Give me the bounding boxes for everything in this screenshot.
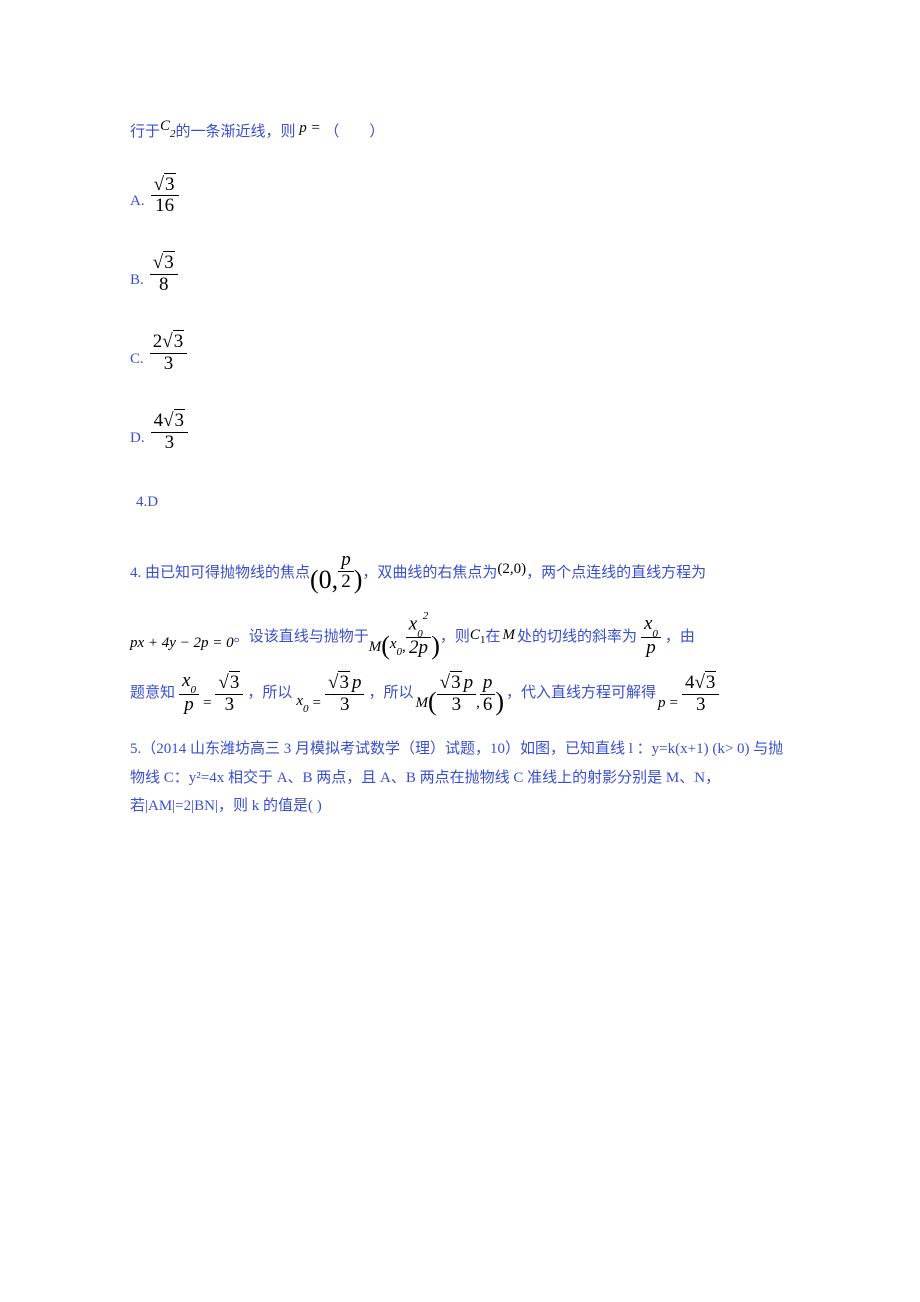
q4-answer: 4.D [136,490,790,514]
option-a-frac: 3 16 [151,175,179,218]
q4-paren: （ ） [324,124,384,140]
option-b-frac: 3 8 [150,253,178,296]
solution-line-1: 4. 由已知可得抛物线的焦点 (0, p 2 ) ，双曲线的右焦点为 (2,0)… [130,542,790,585]
option-d[interactable]: D. 43 3 [130,411,790,454]
option-c-label: C. [130,347,144,371]
q4-stem-part2: 的一条渐近线，则 [176,124,296,140]
option-c-frac: 23 3 [150,332,187,375]
option-c[interactable]: C. 23 3 [130,332,790,375]
option-b[interactable]: B. 3 8 [130,253,790,296]
q4-solution: 4. 由已知可得抛物线的焦点 (0, p 2 ) ，双曲线的右焦点为 (2,0)… [130,542,790,706]
solution-line-2: px + 4y − 2p = 0 。设该直线与抛物于 M ( x0 , x02 … [130,603,790,649]
q4-c2: C2 [160,118,176,134]
q4-stem-part1: 行于 [130,124,160,140]
option-a-label: A. [130,189,145,213]
q5-text: 5.（2014 山东潍坊高三 3 月模拟考试数学（理）试题，10）如图，已知直线… [130,735,790,821]
option-d-label: D. [130,426,145,450]
option-a[interactable]: A. 3 16 [130,175,790,218]
option-d-frac: 43 3 [151,411,188,454]
solution-line-3: 题意知 x0 p = 3 3 ，所以 x0 = 3p 3 ，所以 [130,661,790,706]
q4-p-equals: p = [299,120,320,136]
option-b-label: B. [130,268,144,292]
q4-stem: 行于C2的一条渐近线，则 p = （ ） [130,120,790,147]
